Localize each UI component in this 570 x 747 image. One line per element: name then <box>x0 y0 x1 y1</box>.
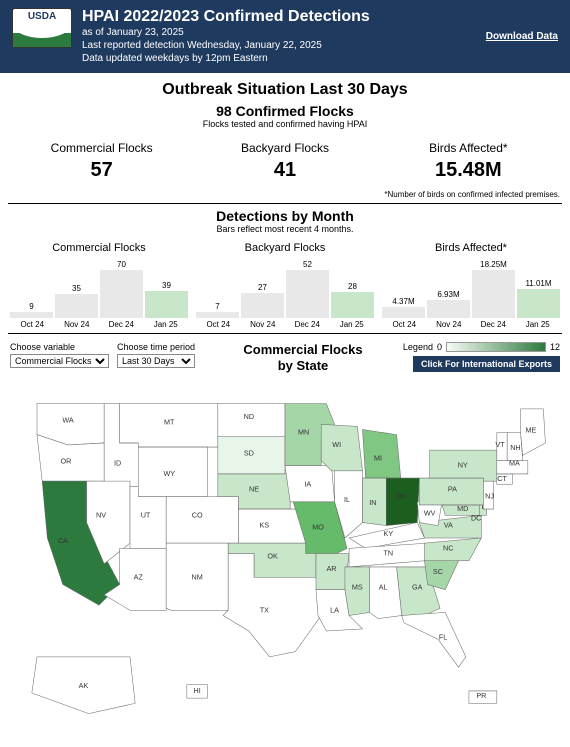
state-MD[interactable] <box>442 505 481 515</box>
chart-title: Backyard Flocks <box>196 242 374 254</box>
bar[interactable] <box>55 294 98 318</box>
intl-exports-button[interactable]: Click For International Exports <box>413 356 560 372</box>
usda-logo: USDA <box>12 8 72 48</box>
state-WI[interactable] <box>321 425 362 472</box>
page-title: HPAI 2022/2023 Confirmed Detections <box>82 8 486 26</box>
legend-max: 12 <box>550 342 560 352</box>
state-TN[interactable] <box>349 543 428 567</box>
state-IN[interactable] <box>363 478 387 526</box>
update-note: Data updated weekdays by 12pm Eastern <box>82 52 486 65</box>
state-OH[interactable] <box>386 478 419 526</box>
state-WY[interactable] <box>138 447 207 497</box>
state-NH[interactable] <box>507 433 523 461</box>
bar[interactable] <box>100 270 143 318</box>
state-MT[interactable] <box>120 404 218 447</box>
legend-min: 0 <box>437 342 442 352</box>
legend-label: Legend <box>403 342 433 352</box>
state-NJ[interactable] <box>483 481 493 509</box>
bar[interactable] <box>427 300 470 318</box>
stat-value: 57 <box>10 159 193 182</box>
detections-caption: Bars reflect most recent 4 months. <box>0 224 570 234</box>
state-SD[interactable] <box>218 437 285 474</box>
confirmed-title: 98 Confirmed Flocks <box>0 103 570 119</box>
bar[interactable] <box>517 289 560 318</box>
bar[interactable] <box>472 270 515 318</box>
outbreak-title: Outbreak Situation Last 30 Days <box>0 81 570 99</box>
state-HI[interactable] <box>187 685 208 698</box>
state-ND[interactable] <box>218 404 285 437</box>
stat-value: 41 <box>193 159 376 182</box>
confirmed-caption: Flocks tested and confirmed having HPAI <box>0 119 570 129</box>
state-CT[interactable] <box>497 474 513 484</box>
state-CO[interactable] <box>166 497 238 544</box>
stat-label: Backyard Flocks <box>193 141 376 155</box>
state-PR[interactable] <box>469 691 497 703</box>
chart-title: Commercial Flocks <box>10 242 188 254</box>
as-of: as of January 23, 2025 <box>82 26 486 39</box>
map-title-2: by State <box>203 358 403 374</box>
detections-title: Detections by Month <box>0 208 570 224</box>
state-VT[interactable] <box>497 433 507 461</box>
state-MI[interactable] <box>363 430 401 479</box>
state-MS[interactable] <box>345 567 370 616</box>
bar[interactable] <box>331 292 374 318</box>
stat-label: Birds Affected* <box>377 141 560 155</box>
bar[interactable] <box>10 312 53 318</box>
state-AK[interactable] <box>32 657 135 714</box>
map-title-1: Commercial Flocks <box>203 342 403 358</box>
variable-select[interactable]: Commercial Flocks <box>10 354 109 368</box>
download-link[interactable]: Download Data <box>486 31 558 42</box>
state-WV[interactable] <box>417 502 442 526</box>
bar[interactable] <box>382 307 425 318</box>
us-map[interactable]: WAORCAIDNVMTWYUTAZCONMNDSDNEKSOKTXMNIAMO… <box>6 383 564 724</box>
state-ME[interactable] <box>521 409 546 456</box>
state-AR[interactable] <box>316 554 349 590</box>
state-KS[interactable] <box>239 509 306 543</box>
bar[interactable] <box>241 293 284 318</box>
last-detection: Last reported detection Wednesday, Janua… <box>82 39 486 52</box>
state-NM[interactable] <box>166 543 228 610</box>
var-label: Choose variable <box>10 342 109 352</box>
legend-gradient <box>446 342 546 352</box>
state-FL[interactable] <box>402 613 466 668</box>
state-NC[interactable] <box>425 538 482 561</box>
bar[interactable] <box>196 312 239 318</box>
stat-value: 15.48M <box>377 159 560 182</box>
state-SC[interactable] <box>425 561 459 590</box>
state-IA[interactable] <box>285 466 335 502</box>
footnote: *Number of birds on confirmed infected p… <box>0 190 570 199</box>
time-select[interactable]: Last 30 Days <box>117 354 195 368</box>
state-MA[interactable] <box>497 461 528 474</box>
state-NY[interactable] <box>430 450 497 481</box>
time-label: Choose time period <box>117 342 195 352</box>
chart-title: Birds Affected* <box>382 242 560 254</box>
bar[interactable] <box>286 270 329 318</box>
state-AL[interactable] <box>370 567 402 619</box>
state-PA[interactable] <box>419 478 483 505</box>
stat-label: Commercial Flocks <box>10 141 193 155</box>
bar[interactable] <box>145 291 188 318</box>
logo-text: USDA <box>13 9 71 24</box>
